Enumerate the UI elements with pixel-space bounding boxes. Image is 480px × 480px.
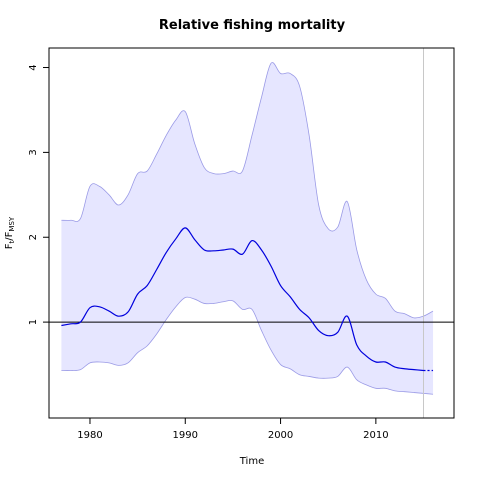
chart-title: Relative fishing mortality <box>159 18 346 33</box>
y-tick-label: 4 <box>28 64 39 70</box>
y-tick-label: 2 <box>28 234 39 240</box>
plot-frame <box>48 47 455 419</box>
band-lower-edge <box>61 296 434 395</box>
y-axis-label-sep: /F <box>4 231 15 240</box>
confidence-band <box>61 62 434 395</box>
x-tick-label: 1980 <box>77 430 102 441</box>
y-tick-label: 3 <box>28 149 39 155</box>
x-axis-label: Time <box>239 456 264 467</box>
y-axis-label-sub-t: t <box>8 240 16 243</box>
x-tick-label: 2010 <box>363 430 388 441</box>
y-axis-label-main: F <box>4 243 15 249</box>
x-axis: 1980 1990 2000 2010 <box>77 418 389 441</box>
plot-area <box>49 48 454 418</box>
x-tick-label: 1990 <box>173 430 198 441</box>
y-tick-label: 1 <box>28 319 39 325</box>
y-axis-label: Ft/FMSY <box>4 216 16 249</box>
series-line-estimate <box>61 227 424 372</box>
y-axis-label-sub-msy: MSY <box>8 216 16 231</box>
x-tick-label: 2000 <box>268 430 293 441</box>
y-axis: 1 2 3 4 <box>28 64 49 325</box>
band-upper-edge <box>61 62 434 319</box>
